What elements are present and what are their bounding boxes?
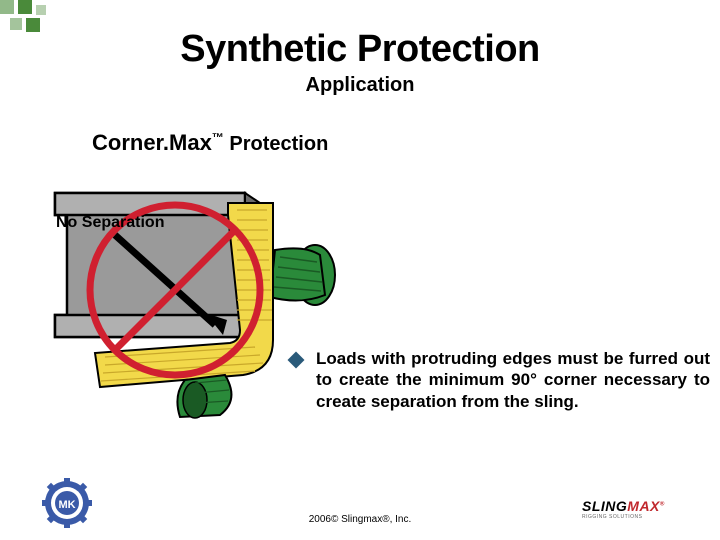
- product-heading: Corner.Max™ Protection: [92, 130, 328, 156]
- product-name: Corner.Max: [92, 130, 212, 155]
- product-suffix: Protection: [224, 133, 328, 155]
- svg-text:MK: MK: [58, 499, 75, 511]
- slingmax-logo-text-1: SLING: [582, 498, 627, 514]
- bullet-text: Loads with protruding edges must be furr…: [316, 348, 710, 412]
- page-title: Synthetic Protection: [0, 28, 720, 71]
- corner-protection-diagram: [45, 175, 340, 420]
- slingmax-logo-text-2: MAX: [627, 498, 660, 514]
- page-subtitle: Application: [0, 74, 720, 97]
- trademark-symbol: ™: [212, 131, 224, 145]
- slingmax-logo: SLINGMAX® RIGGING SOLUTIONS: [582, 498, 702, 526]
- no-separation-label: No Separation: [56, 214, 164, 232]
- slingmax-tagline: RIGGING SOLUTIONS: [582, 514, 642, 520]
- bullet-item: Loads with protruding edges must be furr…: [290, 348, 710, 412]
- mk-logo: MK: [42, 478, 92, 528]
